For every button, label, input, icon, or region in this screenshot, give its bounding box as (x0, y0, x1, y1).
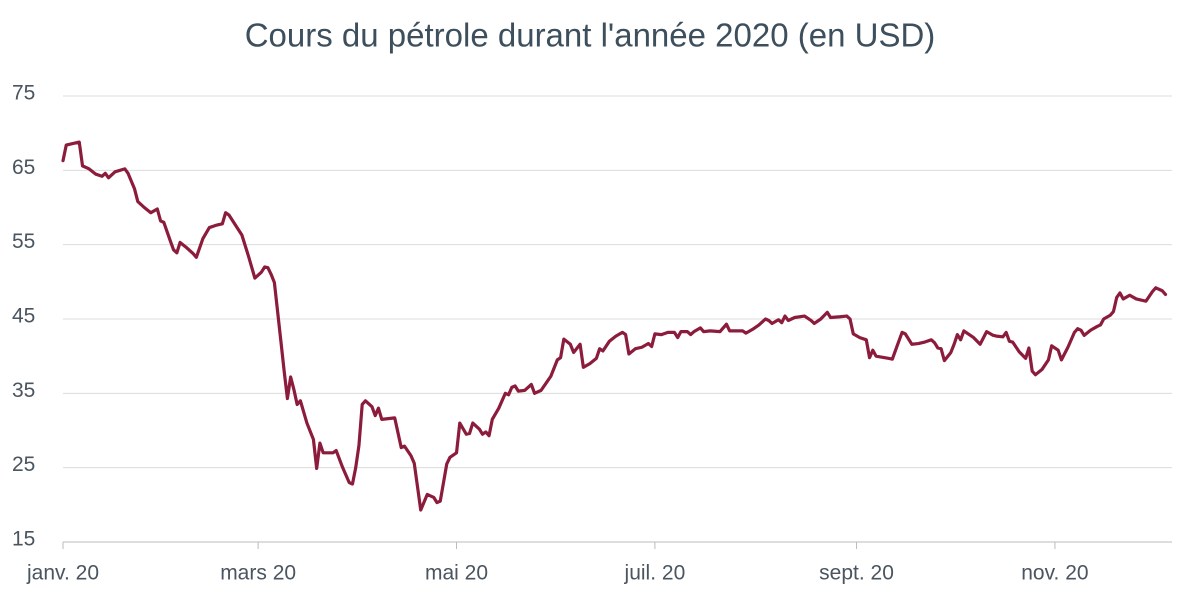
y-tick-label: 35 (12, 379, 35, 402)
chart-title: Cours du pétrole durant l'année 2020 (en… (245, 17, 936, 54)
y-tick-label: 65 (12, 156, 35, 179)
x-tick-label: mars 20 (220, 562, 296, 585)
x-tick-label: janv. 20 (26, 562, 99, 585)
x-tick-label: juil. 20 (624, 562, 686, 585)
y-tick-label: 45 (12, 305, 35, 328)
x-tick-label: sept. 20 (819, 562, 894, 585)
y-tick-label: 75 (12, 82, 35, 105)
line-series (61, 140, 1168, 512)
y-tick-label: 25 (12, 453, 35, 476)
x-tick-label: nov. 20 (1021, 562, 1088, 585)
y-tick-label: 15 (12, 528, 35, 551)
y-tick-label: 55 (12, 230, 35, 253)
x-tick-label: mai 20 (425, 562, 488, 585)
